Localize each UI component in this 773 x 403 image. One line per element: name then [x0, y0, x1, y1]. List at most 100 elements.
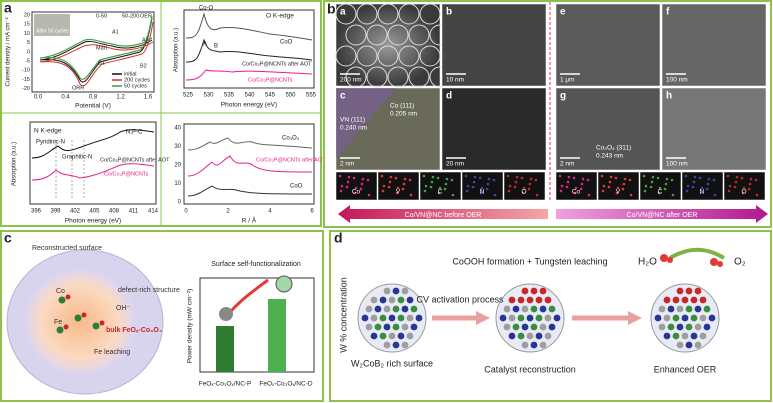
scale-label: 20 nm	[446, 161, 464, 168]
atom	[392, 323, 400, 331]
y-tick-label: 20	[24, 12, 30, 18]
x-tick-label: 6	[310, 209, 314, 215]
y-tick-label: -10	[22, 68, 30, 74]
text: H₂O	[638, 257, 657, 268]
legend-label: initial	[124, 71, 137, 77]
eds-dot	[429, 185, 433, 189]
eds-dot	[387, 185, 391, 189]
x-tick-label: 405	[89, 209, 100, 215]
atom	[672, 332, 680, 340]
y-axis-label: Absorption (a.u.)	[174, 28, 180, 72]
panel-label: c	[4, 230, 12, 246]
eds-dot	[573, 191, 577, 195]
annotation: N,P-C	[126, 130, 143, 136]
particle	[419, 3, 441, 25]
lattice-label: 0.240 nm	[340, 125, 367, 132]
micrograph	[661, 87, 767, 171]
eds-dot	[699, 191, 703, 195]
annotation: ORR	[72, 85, 84, 91]
plot-title: N K-edge	[34, 128, 62, 135]
atom	[383, 287, 391, 295]
atom	[553, 314, 561, 322]
atom	[508, 314, 516, 322]
lattice-label: VN (111)	[340, 117, 365, 124]
eds-dot	[402, 182, 406, 186]
particle	[408, 66, 430, 88]
eds-dot	[471, 185, 475, 189]
tile-letter: b	[446, 7, 452, 18]
eds-dot	[487, 177, 491, 181]
particle	[387, 24, 409, 46]
x-tick-label: FeOₓ-Co₃Oₓ/NC-D	[259, 381, 312, 388]
axis-label: W % concentration	[338, 277, 348, 353]
eds-dot	[466, 184, 470, 188]
atom	[58, 296, 66, 304]
atom	[397, 332, 405, 340]
eds-dot	[566, 180, 570, 184]
x-tick-label: 555	[306, 93, 317, 99]
y-tick-label: 0	[27, 49, 30, 55]
scale-label: 2 nm	[340, 161, 354, 168]
atom	[539, 305, 547, 313]
annotation: Pyridinic-N	[36, 140, 65, 146]
eds-dot	[479, 191, 483, 195]
atom	[658, 305, 666, 313]
eds-dot	[712, 178, 716, 182]
eds-label: N	[480, 189, 485, 196]
x-axis-label: R / Å	[242, 216, 257, 225]
atom	[667, 323, 675, 331]
arrowhead	[476, 311, 490, 325]
text: Surface self-functionalization	[211, 261, 301, 268]
eds-dot	[529, 177, 533, 181]
eds-dot	[347, 175, 351, 179]
atom	[56, 326, 64, 334]
eds-dot	[382, 184, 386, 188]
x-tick-label: 0	[184, 209, 188, 215]
eds-dot	[622, 182, 626, 186]
micrograph	[441, 87, 547, 171]
text: Catalyst reconstruction	[484, 364, 576, 374]
atom	[379, 296, 387, 304]
reaction-arrow	[668, 247, 726, 260]
eds-dot	[464, 174, 468, 178]
atom	[415, 314, 423, 322]
scale-label: 100 nm	[666, 161, 688, 168]
eds-dot	[749, 177, 753, 181]
tile-letter: f	[666, 7, 670, 18]
atom	[685, 323, 693, 331]
eds-dot	[507, 189, 511, 193]
y-tick-label: 10	[24, 31, 30, 37]
panel-label: b	[327, 1, 336, 17]
text: Reconstructed surface	[32, 245, 102, 252]
atom	[690, 296, 698, 304]
lattice-label: Co (111)	[390, 103, 414, 110]
text: Fe leaching	[94, 349, 130, 356]
eds-dot	[493, 193, 497, 197]
eds-dot	[741, 191, 745, 195]
arrow	[338, 205, 548, 223]
trace-label: Co/Co₂P@NCNTs	[104, 171, 149, 177]
eds-dot	[389, 175, 393, 179]
panel-border	[323, 0, 772, 228]
text: Co	[56, 288, 65, 295]
atom	[406, 296, 414, 304]
plot-title: O K-edge	[266, 13, 294, 20]
eds-dot	[520, 176, 524, 180]
eds-dot	[740, 176, 744, 180]
particle	[345, 24, 367, 46]
eds-dot	[580, 182, 584, 186]
atom	[406, 332, 414, 340]
atom	[499, 314, 507, 322]
eds-label: O	[521, 189, 526, 196]
atom	[699, 332, 707, 340]
eds-dot	[747, 187, 751, 191]
y-tick-label: 15	[24, 22, 30, 28]
atom	[410, 305, 418, 313]
eds-dot	[670, 178, 674, 182]
scale-label: 100 nm	[666, 77, 688, 84]
plot-frame	[29, 121, 157, 205]
eds-dot	[506, 174, 510, 178]
atom	[544, 314, 552, 322]
eds-dot	[422, 174, 426, 178]
